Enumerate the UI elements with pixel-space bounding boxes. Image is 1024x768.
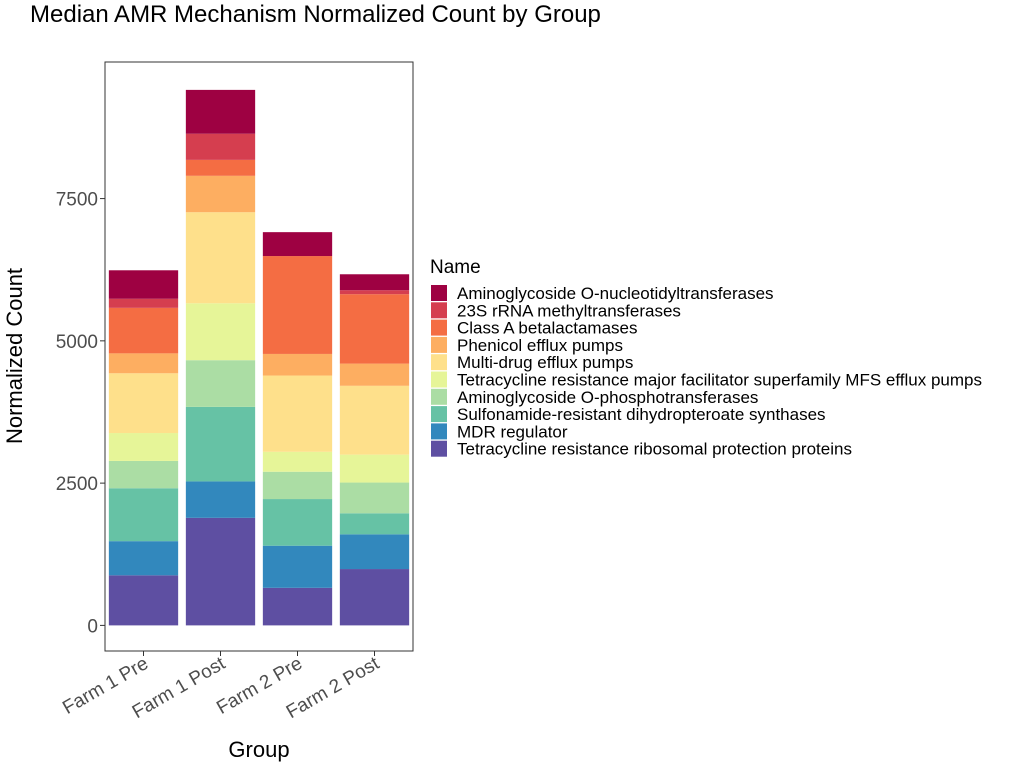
bar-segment-1-2 [108,541,179,576]
bar-segment-1-8 [108,307,179,354]
bar-segment-1-3 [108,488,179,542]
bar-segment-2-5 [185,303,256,361]
y-tick-label: 0 [87,616,98,637]
bar-segment-4-10 [339,274,410,291]
bar-segment-1-6 [108,373,179,434]
bar-segment-1-5 [108,433,179,461]
bar-segment-1-4 [108,460,179,489]
bar-segment-1-10 [108,270,179,299]
legend-label: Sulfonamide-resistant dihydropteroate sy… [457,405,826,424]
bar-segment-3-3 [262,499,333,546]
bar-segment-3-2 [262,545,333,588]
legend-label: 23S rRNA methyltransferases [457,301,681,320]
legend-key [431,406,447,423]
legend-label: Tetracycline resistance major facilitato… [457,371,982,390]
legend-key [431,423,447,440]
legend-label: Aminoglycoside O-nucleotidyltransferases [457,284,774,303]
legend-label: Tetracycline resistance ribosomal protec… [457,440,852,459]
bar-segment-4-2 [339,534,410,570]
y-tick-label: 2500 [56,474,98,495]
bars-layer [108,89,410,626]
y-tick-label: 7500 [56,190,98,211]
bar-segment-4-3 [339,513,410,535]
bar-segment-3-7 [262,353,333,376]
bar-segment-3-10 [262,232,333,257]
bar-segment-2-3 [185,406,256,482]
bar-segment-4-7 [339,363,410,386]
bar-segment-2-9 [185,133,256,160]
y-tick-label: 5000 [56,332,98,353]
bar-segment-2-8 [185,159,256,176]
bar-segment-4-8 [339,294,410,364]
bar-segment-2-6 [185,212,256,304]
x-axis-title: Group [228,737,289,762]
bar-segment-4-4 [339,482,410,514]
legend-key [431,302,447,319]
legend-key [431,440,447,457]
legend-label: Aminoglycoside O-phosphotransferases [457,388,758,407]
bar-segment-3-1 [262,587,333,626]
bar-segment-4-9 [339,290,410,295]
legend-key [431,285,447,301]
bar-segment-1-7 [108,353,179,374]
plot-panel-border [104,61,414,652]
legend: Name Aminoglycoside O-nucleotidyltransfe… [430,257,982,459]
legend-label: Phenicol efflux pumps [457,336,623,355]
legend-label: Class A betalactamases [457,319,637,338]
bar-segment-3-4 [262,471,333,500]
bar-segment-1-9 [108,298,179,308]
bar-segment-3-6 [262,375,333,452]
legend-key [431,388,447,405]
legend-label: Multi-drug efflux pumps [457,353,633,372]
bar-segment-2-1 [185,517,256,626]
legend-key [431,371,447,388]
y-axis-title: Normalized Count [2,268,27,444]
bar-segment-3-8 [262,256,333,354]
legend-key [431,336,447,353]
bar-segment-1-1 [108,575,179,626]
bar-segment-2-7 [185,175,256,213]
legend-key [431,354,447,371]
chart-title: Median AMR Mechanism Normalized Count by… [30,1,601,28]
bar-segment-4-6 [339,385,410,455]
bar-segment-2-4 [185,360,256,407]
bar-segment-4-5 [339,454,410,483]
legend-label: MDR regulator [457,422,568,441]
legend-title: Name [430,257,481,278]
bar-segment-2-2 [185,481,256,518]
y-axis: 0 2500 5000 7500 [56,190,105,637]
bar-segment-3-5 [262,451,333,472]
bar-segment-2-10 [185,89,256,134]
bar-segment-4-1 [339,569,410,626]
legend-key [431,319,447,336]
